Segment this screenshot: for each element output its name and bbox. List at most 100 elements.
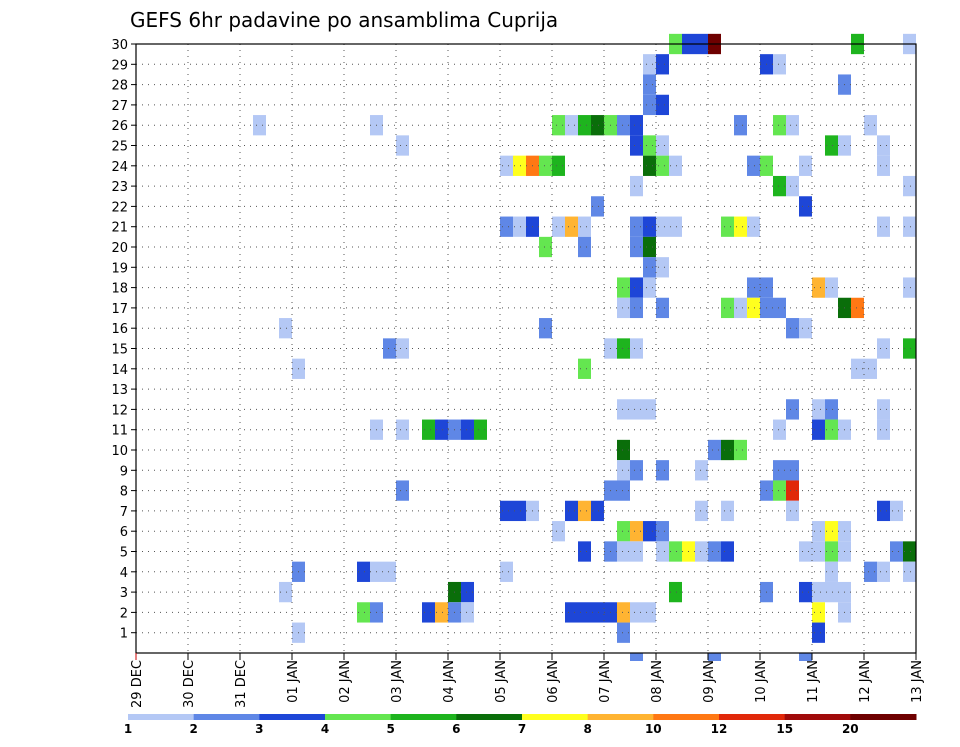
colorbar-label: 1 [124,722,132,736]
colorbar-label: 3 [255,722,263,736]
y-tick-label: 16 [111,322,128,337]
x-tick-label: 08 JAN [650,660,665,703]
precip-cell [279,318,292,339]
y-tick-label: 23 [111,180,128,195]
precip-cell [773,480,786,501]
precip-cell [396,419,409,440]
precip-cell [656,94,669,116]
colorbar-label: 20 [842,722,859,736]
precip-cell [643,74,656,95]
colorbar-swatch [128,714,195,720]
precip-cell [578,216,591,237]
x-tick-label: 30 DEC [182,660,197,708]
y-tick-label: 20 [111,241,128,256]
x-tick-label: 02 JAN [338,660,353,703]
precip-cell [656,541,669,562]
x-tick-label: 05 JAN [494,660,509,703]
precip-cell [734,216,747,237]
precip-cell [786,500,799,522]
colorbar-swatch [719,714,786,720]
precip-cell [695,541,708,562]
precip-cell [617,541,630,562]
y-tick-label: 15 [111,343,128,358]
precip-cell [721,216,734,237]
precip-cell [669,216,682,237]
precip-cell [721,439,734,461]
precip-cell [825,581,838,603]
precip-cell [513,500,526,522]
colorbar-label: 4 [321,722,329,736]
colorbar-swatch [390,714,457,720]
precip-cell [799,196,812,217]
y-tick-label: 2 [120,606,128,621]
precip-cell [630,399,643,420]
precip-cell [851,297,864,319]
colorbar-label: 2 [190,722,198,736]
y-tick-label: 12 [111,403,128,418]
y-tick-label: 21 [111,221,128,236]
precip-cell [396,135,409,156]
precip-cell [422,602,435,623]
chart-title: GEFS 6hr padavine po ansamblima Cuprija [130,8,558,32]
colorbar-legend: 1 2 3 4 5 6 7 8 10 12 15 20 [124,714,917,736]
precip-cell [708,439,721,461]
x-tick-label: 06 JAN [546,660,561,703]
x-tick-label: 10 JAN [754,660,769,703]
precip-cell [630,135,643,156]
precip-cell [617,399,630,420]
y-tick-label: 24 [111,160,128,175]
precip-cell [864,561,877,582]
precip-cell [630,521,643,542]
precip-cell [812,602,825,623]
precip-cell [747,277,760,298]
precip-cell [357,602,370,623]
y-tick-label: 5 [120,546,128,561]
precip-cell [500,155,513,176]
colorbar-label: 8 [584,722,592,736]
precip-cell [877,399,890,420]
precip-cell [461,581,474,603]
precip-cell [656,155,669,176]
precip-cell [643,236,656,258]
precip-cell [253,115,266,136]
precip-cell [539,236,552,258]
precip-cell [734,115,747,136]
precip-cell [825,561,838,582]
precip-cell [773,175,786,197]
y-tick-label: 29 [111,58,128,73]
precip-cell [799,155,812,176]
precip-cell [461,602,474,623]
y-tick-label: 22 [111,200,128,215]
precip-cell [656,460,669,481]
precip-cell [643,54,656,75]
precip-cell [903,541,916,562]
precip-cell [617,602,630,623]
x-tick-label: 04 JAN [442,660,457,703]
precip-cell [773,54,786,75]
precip-cell [643,257,656,278]
precip-cell [786,399,799,420]
colorbar-swatch [259,714,326,720]
precip-cell [747,155,760,176]
precip-cell [786,460,799,481]
y-tick-label: 7 [120,505,128,520]
colorbar-swatch [325,714,392,720]
precip-cell [552,155,565,176]
colorbar-swatch [587,714,654,720]
precip-cell [643,135,656,156]
precip-cell [669,155,682,176]
precip-cell [552,115,565,136]
precip-cell [903,561,916,582]
precip-cell [825,277,838,298]
precip-cell [617,338,630,359]
precip-cell [565,602,578,623]
y-tick-label: 26 [111,119,128,134]
precip-cell [786,480,799,501]
precip-cell [695,460,708,481]
precip-cell [500,500,513,522]
precip-cell [643,94,656,116]
precip-cell [721,297,734,319]
colorbar-swatch [850,714,917,720]
precip-cell [877,419,890,440]
precip-cell [773,419,786,440]
